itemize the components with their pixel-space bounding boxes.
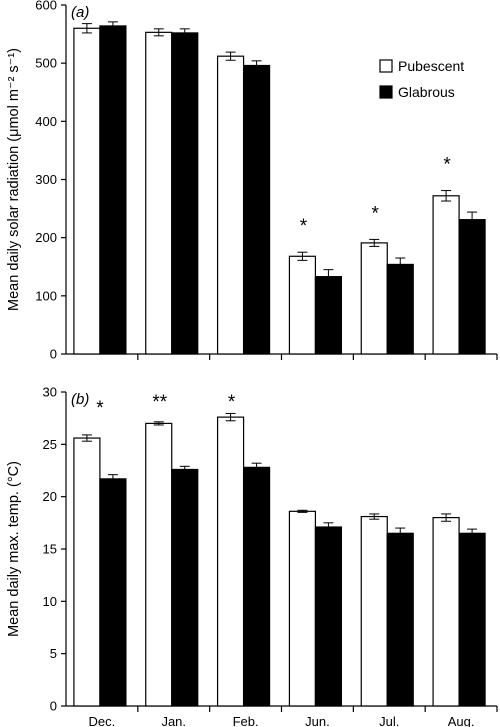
bar-pubescent-feb [216, 55, 245, 355]
significance-marker: * [300, 216, 308, 237]
bar-pubescent-jan [145, 31, 173, 355]
legend-swatch-pubescent [379, 59, 393, 73]
legend-label-pubescent: Pubescent [398, 58, 464, 74]
x-tick-label: Jul. [379, 714, 399, 727]
x-tick-label: Jan. [161, 714, 186, 727]
significance-marker: * [96, 398, 104, 419]
bar-pubescent-aug [432, 516, 460, 707]
bar-pubescent-jul [360, 515, 388, 707]
bar-pubescent-dec [73, 27, 101, 355]
bar-glabrous-aug [458, 532, 486, 707]
y-tick-label: 100 [35, 288, 57, 303]
y-tick-label: 400 [35, 114, 57, 129]
bar-glabrous-jun [314, 276, 343, 355]
x-tick-label: Aug. [448, 714, 475, 727]
y-tick-label: 10 [43, 594, 57, 609]
panel-label: (a) [71, 4, 89, 21]
y-axis-label: Mean daily solar radiation (μmol m⁻² s⁻¹… [6, 48, 22, 311]
significance-marker: * [372, 203, 380, 224]
bar-pubescent-jan [145, 422, 173, 707]
bar-pubescent-jun [288, 255, 317, 355]
significance-marker: * [228, 392, 236, 413]
y-tick-label: 20 [43, 489, 57, 504]
bar-pubescent-aug [432, 195, 460, 355]
bar-glabrous-jul [386, 263, 414, 355]
x-tick-label: Dec. [89, 714, 116, 727]
bar-glabrous-jan [171, 32, 199, 355]
legend-swatch-glabrous [379, 85, 393, 99]
bar-glabrous-jun [314, 526, 343, 707]
chart-panel-0: 0 100 200 300 400 500 600 Mean daily solar radi… [6, 0, 498, 362]
y-tick-label: 200 [35, 230, 57, 245]
y-tick-label: 0 [50, 347, 57, 362]
chart-panel-1: 0 5 10 15 20 25 30 Mean daily max. temp. (°C) (b… [6, 385, 498, 727]
bar-pubescent-jun [288, 510, 317, 707]
bar-glabrous-dec [99, 25, 127, 355]
bar-glabrous-feb [242, 64, 271, 355]
x-tick-label: Feb. [233, 714, 259, 727]
y-tick-label: 25 [43, 437, 57, 452]
bar-glabrous-jul [386, 532, 414, 707]
y-tick-label: 30 [43, 385, 57, 400]
y-tick-label: 15 [43, 542, 57, 557]
panel-label: (b) [71, 391, 89, 408]
y-tick-label: 500 [35, 56, 57, 71]
bar-glabrous-feb [242, 466, 271, 707]
bar-glabrous-dec [99, 478, 127, 707]
bar-glabrous-aug [458, 219, 486, 355]
bar-pubescent-feb [216, 416, 245, 707]
y-tick-label: 5 [50, 646, 57, 661]
x-tick-label: Jun. [305, 714, 330, 727]
bar-pubescent-dec [73, 437, 101, 707]
significance-marker: ** [152, 392, 167, 413]
legend-label-glabrous: Glabrous [398, 84, 455, 100]
y-tick-label: 0 [50, 699, 57, 714]
significance-marker: * [443, 155, 451, 176]
y-tick-label: 300 [35, 172, 57, 187]
y-tick-label: 600 [35, 0, 57, 13]
y-axis-label: Mean daily max. temp. (°C) [6, 461, 22, 637]
bar-glabrous-jan [171, 468, 199, 707]
bar-pubescent-jul [360, 242, 388, 355]
